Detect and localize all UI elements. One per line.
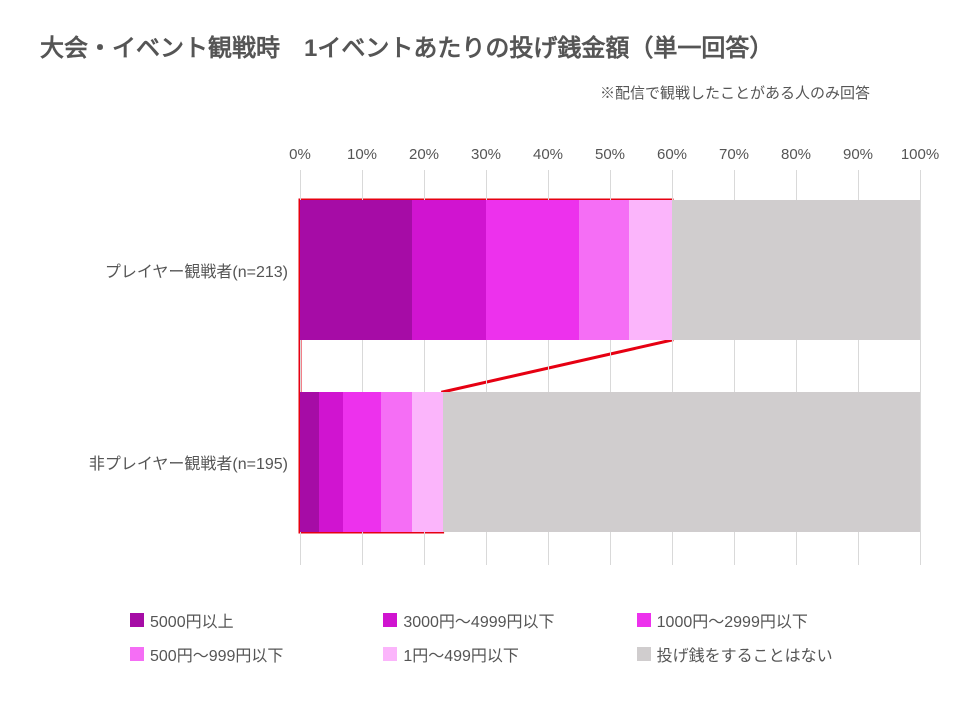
- bar-segment-s1: [300, 200, 412, 340]
- bar-row: [300, 200, 920, 340]
- x-tick-label: 100%: [901, 146, 939, 163]
- legend-swatch: [383, 613, 397, 627]
- x-tick-label: 70%: [719, 146, 749, 163]
- legend-swatch: [383, 647, 397, 661]
- row-label: 非プレイヤー観戦者(n=195): [28, 450, 288, 474]
- x-tick-label: 30%: [471, 146, 501, 163]
- legend-label: 3000円〜4999円以下: [403, 608, 554, 632]
- bar-segment-s2: [319, 392, 344, 532]
- legend: 5000円以上 3000円〜4999円以下 1000円〜2999円以下 500円〜99…: [130, 608, 880, 666]
- chart-note: ※配信で観戦したことがある人のみ回答: [600, 82, 870, 103]
- legend-item-s5: 1円〜499円以下: [383, 642, 626, 666]
- x-tick-label: 50%: [595, 146, 625, 163]
- legend-item-s4: 500円〜999円以下: [130, 642, 373, 666]
- row-label: プレイヤー観戦者(n=213): [28, 258, 288, 282]
- x-tick-label: 90%: [843, 146, 873, 163]
- x-tick-label: 80%: [781, 146, 811, 163]
- legend-item-s3: 1000円〜2999円以下: [637, 608, 880, 632]
- bar-segment-s1: [300, 392, 319, 532]
- x-tick-label: 10%: [347, 146, 377, 163]
- bar-segment-s5: [629, 200, 672, 340]
- x-tick-label: 60%: [657, 146, 687, 163]
- plot-area: 0%10%20%30%40%50%60%70%80%90%100%プレイヤー観戦…: [300, 170, 920, 565]
- bar-segment-s3: [486, 200, 579, 340]
- bar-segment-s3: [343, 392, 380, 532]
- legend-item-s2: 3000円〜4999円以下: [383, 608, 626, 632]
- legend-label: 1000円〜2999円以下: [657, 608, 808, 632]
- bar-segment-s5: [412, 392, 443, 532]
- chart-title: 大会・イベント観戦時 1イベントあたりの投げ銭金額（単一回答）: [40, 28, 773, 63]
- legend-swatch: [130, 613, 144, 627]
- legend-label: 500円〜999円以下: [150, 642, 283, 666]
- bar-segment-s6: [443, 392, 920, 532]
- legend-swatch: [637, 613, 651, 627]
- grid-line: [920, 170, 921, 565]
- x-tick-label: 40%: [533, 146, 563, 163]
- x-tick-label: 0%: [289, 146, 311, 163]
- bar-segment-s4: [381, 392, 412, 532]
- legend-item-s6: 投げ銭をすることはない: [637, 642, 880, 666]
- legend-item-s1: 5000円以上: [130, 608, 373, 632]
- bar-segment-s6: [672, 200, 920, 340]
- legend-swatch: [130, 647, 144, 661]
- x-tick-label: 20%: [409, 146, 439, 163]
- legend-label: 1円〜499円以下: [403, 642, 519, 666]
- legend-label: 投げ銭をすることはない: [657, 642, 833, 666]
- legend-swatch: [637, 647, 651, 661]
- bar-segment-s2: [412, 200, 486, 340]
- bar-segment-s4: [579, 200, 629, 340]
- bar-row: [300, 392, 920, 532]
- legend-label: 5000円以上: [150, 608, 234, 632]
- chart-page: 大会・イベント観戦時 1イベントあたりの投げ銭金額（単一回答） ※配信で観戦した…: [0, 0, 960, 720]
